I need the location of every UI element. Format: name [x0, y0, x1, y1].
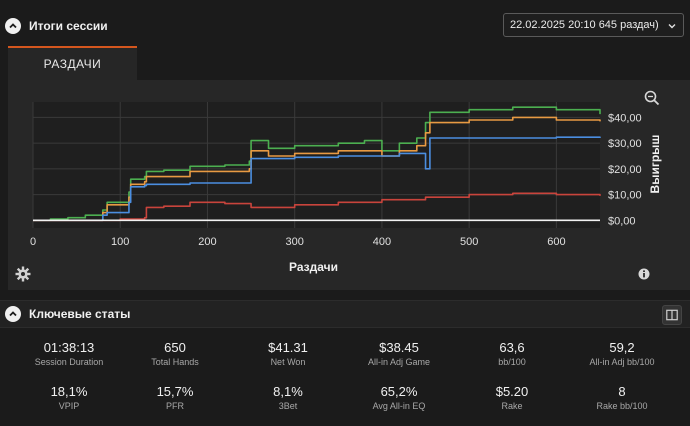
stat-label: bb/100 [498, 357, 526, 367]
stat-cell: $5.20 Rake [457, 384, 567, 412]
stat-label: Avg All-in EQ [372, 401, 426, 411]
x-tick-label: 300 [286, 236, 304, 248]
key-stats-header: Ключевые статы [0, 300, 690, 328]
stat-cell: 65,2% Avg All-in EQ [344, 384, 454, 412]
stat-value: 15,7% [156, 384, 194, 399]
x-axis-label: Раздачи [289, 260, 338, 274]
tab-hands[interactable]: РАЗДАЧИ [8, 46, 137, 80]
stat-label: PFR [166, 401, 184, 411]
plot-area [33, 102, 600, 228]
y-tick-label: $20,00 [608, 164, 642, 176]
stat-label: 3Bet [278, 401, 298, 411]
stat-cell: 59,2 All-in Adj bb/100 [567, 340, 677, 368]
collapse-stats-button[interactable] [5, 306, 21, 322]
stat-cell: 18,1% VPIP [14, 384, 124, 412]
x-tick-label: 500 [460, 236, 478, 248]
winnings-chart-svg: 0 100 200 300 400 500 600 $0,00 $10,00 $20,00 $30,… [30, 102, 662, 274]
split-columns-icon [666, 309, 678, 321]
chevron-down-icon [668, 24, 676, 29]
info-icon[interactable] [638, 268, 650, 280]
stat-value: $5.20 [495, 384, 529, 399]
stat-value: 8 [618, 384, 626, 399]
session-summary-header: Итоги сессии [0, 9, 690, 43]
stat-value: $38.45 [379, 340, 419, 355]
y-axis-label: Выигрыш [648, 135, 662, 194]
stat-value: 01:38:13 [43, 340, 95, 355]
x-tick-label: 400 [373, 236, 391, 248]
x-tick-label: 600 [547, 236, 565, 248]
stat-label: Net Won [270, 357, 306, 367]
stat-label: Rake bb/100 [596, 401, 648, 411]
x-tick-label: 200 [198, 236, 216, 248]
x-tick-label: 100 [111, 236, 129, 248]
series-line-3 [33, 192, 601, 222]
session-select-value: 22.02.2025 20:10 645 раздач) [510, 19, 659, 31]
stat-value: 59,2 [609, 340, 635, 355]
stat-label: Rake [501, 401, 523, 411]
y-tick-label: $30,00 [608, 138, 642, 150]
winnings-chart: 0 100 200 300 400 500 600 $0,00 $10,00 $20,00 $30,… [8, 80, 690, 290]
stat-cell: 8,1% 3Bet [233, 384, 343, 412]
chevron-up-icon [9, 23, 17, 29]
zoom-icon[interactable] [644, 90, 660, 106]
stat-cell: $38.45 All-in Adj Game [344, 340, 454, 368]
stat-cell: $41.31 Net Won [233, 340, 343, 368]
stat-value: 63,6 [499, 340, 525, 355]
y-tick-label: $0,00 [608, 215, 636, 227]
tab-bar: РАЗДАЧИ [8, 46, 690, 80]
stat-label: All-in Adj bb/100 [589, 357, 655, 367]
key-stats-title: Ключевые статы [29, 307, 131, 321]
series-line-2 [33, 136, 601, 222]
stat-label: VPIP [58, 401, 80, 411]
y-tick-label: $10,00 [608, 190, 642, 202]
stat-value: 650 [164, 340, 186, 355]
session-select[interactable]: 22.02.2025 20:10 645 раздач) [503, 13, 684, 37]
collapse-session-button[interactable] [5, 18, 21, 34]
stat-value: 65,2% [380, 384, 418, 399]
stat-cell: 8 Rake bb/100 [567, 384, 677, 412]
y-tick-label: $40,00 [608, 112, 642, 124]
layout-toggle-button[interactable] [662, 305, 682, 325]
chevron-up-icon [9, 311, 17, 317]
stat-label: All-in Adj Game [367, 357, 431, 367]
stat-label: Session Duration [34, 357, 104, 367]
x-tick-label: 0 [30, 236, 36, 248]
stat-label: Total Hands [151, 357, 199, 367]
stat-cell: 650 Total Hands [120, 340, 230, 368]
stat-value: 8,1% [273, 384, 303, 399]
stat-cell: 15,7% PFR [120, 384, 230, 412]
stat-value: 18,1% [50, 384, 88, 399]
stat-cell: 01:38:13 Session Duration [14, 340, 124, 368]
gear-icon[interactable] [15, 266, 31, 282]
stat-value: $41.31 [268, 340, 308, 355]
session-summary-title: Итоги сессии [29, 19, 108, 33]
stat-cell: 63,6 bb/100 [457, 340, 567, 368]
